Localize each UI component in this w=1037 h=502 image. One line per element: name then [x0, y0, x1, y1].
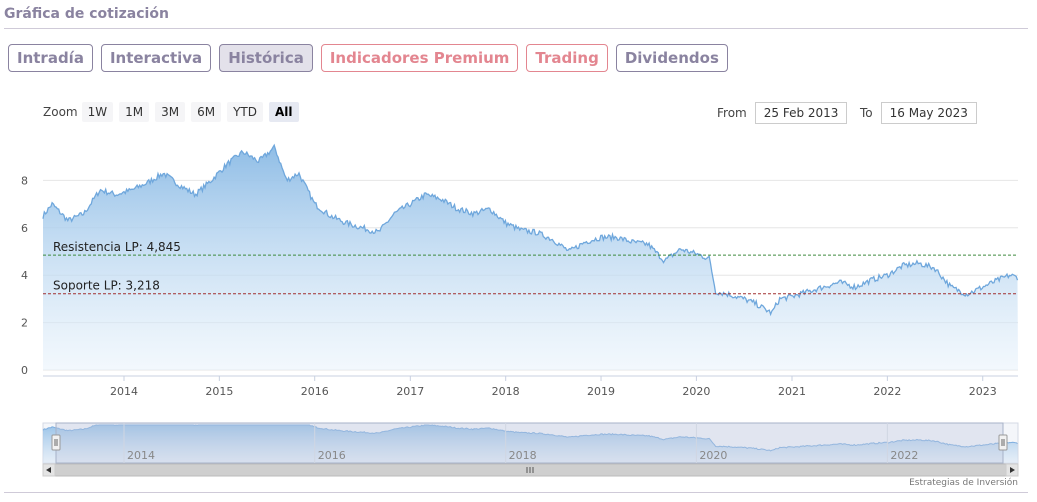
- y-tick-label: 4: [21, 269, 28, 282]
- x-tick-label: 2015: [205, 385, 233, 398]
- range-from-input[interactable]: 25 Feb 2013: [754, 102, 848, 124]
- zoom-ytd-button[interactable]: YTD: [227, 102, 263, 122]
- tab-interactiva[interactable]: Interactiva: [100, 44, 212, 72]
- scroll-left-arrow-icon[interactable]: [42, 463, 56, 477]
- scrollbar-grip-icon: [526, 467, 534, 473]
- price-area: [43, 145, 1018, 370]
- zoom-label: Zoom: [43, 105, 78, 119]
- navigator-x-label: 2022: [890, 449, 918, 462]
- resistance-label: Resistencia LP: 4,845: [53, 240, 181, 254]
- price-area-series: [42, 143, 1019, 370]
- bottom-divider: [4, 492, 1028, 493]
- support-label: Soporte LP: 3,218: [53, 279, 160, 293]
- navigator-x-labels: 2014 2016 2018 2020 2022: [123, 423, 918, 463]
- navigator-x-label: 2014: [127, 449, 155, 462]
- zoom-3m-button[interactable]: 3M: [155, 102, 186, 122]
- x-axis-labels: 2014 2015 2016 2017 2018 2019 2020 2021 2022 2023: [110, 376, 997, 398]
- navigator-x-label: 2020: [699, 449, 727, 462]
- chart-credit: Estrategias de Inversión: [909, 478, 1018, 488]
- y-tick-label: 6: [21, 222, 28, 235]
- x-tick-label: 2018: [492, 385, 520, 398]
- x-tick-label: 2017: [396, 385, 424, 398]
- x-tick-label: 2020: [682, 385, 710, 398]
- range-to: To 16 May 2023: [860, 102, 977, 124]
- tab-intradia[interactable]: Intradía: [8, 44, 93, 72]
- range-to-input[interactable]: 16 May 2023: [880, 102, 977, 124]
- range-to-label: To: [860, 106, 873, 120]
- x-tick-label: 2019: [587, 385, 615, 398]
- y-tick-label: 2: [21, 317, 28, 330]
- zoom-1m-button[interactable]: 1M: [119, 102, 150, 122]
- x-tick-label: 2014: [110, 385, 138, 398]
- zoom-all-button[interactable]: All: [269, 102, 299, 122]
- zoom-6m-button[interactable]: 6M: [191, 102, 222, 122]
- tab-dividendos[interactable]: Dividendos: [615, 44, 728, 72]
- section-title: Gráfica de cotización: [4, 6, 169, 22]
- navigator-series: [42, 424, 1018, 463]
- navigator-line: [42, 424, 1018, 452]
- tab-indicadores-premium[interactable]: Indicadores Premium: [320, 44, 519, 72]
- navigator-left-handle[interactable]: [51, 434, 61, 451]
- y-tick-label: 8: [21, 174, 28, 187]
- navigator-x-label: 2016: [318, 449, 346, 462]
- y-axis-labels: 0 2 4 6 8: [21, 174, 28, 377]
- x-tick-label: 2021: [778, 385, 806, 398]
- support-resistance-lines: Resistencia LP: 4,845 Soporte LP: 3,218: [43, 240, 1018, 295]
- x-tick-label: 2016: [301, 385, 329, 398]
- x-tick-label: 2022: [873, 385, 901, 398]
- chart-type-tabs: Intradía Interactiva Histórica Indicador…: [8, 44, 728, 72]
- navigator-x-label: 2018: [509, 449, 537, 462]
- zoom-selector: Zoom 1W 1M 3M 6M YTD All: [43, 102, 305, 122]
- title-divider: [4, 28, 1028, 29]
- range-from: From 25 Feb 2013: [717, 102, 848, 124]
- tab-historica[interactable]: Histórica: [219, 44, 313, 72]
- scroll-right-arrow-icon[interactable]: [1005, 463, 1019, 477]
- tab-trading[interactable]: Trading: [526, 44, 608, 72]
- y-tick-label: 0: [21, 364, 28, 377]
- navigator-right-handle[interactable]: [998, 434, 1008, 451]
- range-from-label: From: [717, 106, 747, 120]
- navigator-area: [43, 425, 1018, 463]
- zoom-1w-button[interactable]: 1W: [81, 102, 114, 122]
- x-tick-label: 2023: [969, 385, 997, 398]
- price-line: [42, 143, 1019, 317]
